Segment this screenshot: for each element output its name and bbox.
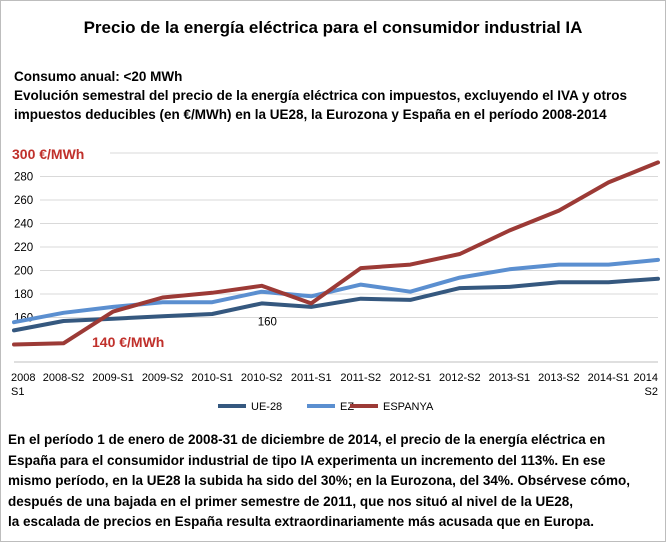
annotation-label: 160 <box>258 317 277 329</box>
footer-line-4: después de una bajada en el primer semes… <box>8 493 573 509</box>
series-line-espanya <box>12 160 660 347</box>
x-tick-label: 2014-S1 <box>588 372 630 384</box>
y-tick-label: 260 <box>14 195 33 207</box>
x-tick-label: S1 <box>11 386 24 398</box>
y-top-label: 300 €/MWh <box>12 146 84 162</box>
x-tick-label: 2012-S2 <box>439 372 481 384</box>
footer-line-3: mismo período, en la UE28 la subida ha s… <box>8 473 630 488</box>
x-tick-label: 2012-S1 <box>390 372 432 384</box>
series-line-ue-28 <box>12 276 660 333</box>
footer-line-1: En el período 1 de enero de 2008-31 de d… <box>8 432 606 447</box>
x-tick-label: 2010-S2 <box>241 372 283 384</box>
footer-text: En el período 1 de enero de 2008-31 de d… <box>8 430 658 533</box>
chart-subtitle: Consumo anual: <20 MWh Evolución semestr… <box>14 67 659 124</box>
x-tick-label: 2010-S1 <box>191 372 233 384</box>
footer-line-5: la escalada de precios en España resulta… <box>8 514 594 529</box>
x-tick-label: 2013-S2 <box>538 372 580 384</box>
subtitle-line-2: Evolución semestral del precio de la ene… <box>14 88 627 103</box>
y-tick-label: 280 <box>14 172 33 184</box>
chart-title: Precio de la energía eléctrica para el c… <box>83 18 583 37</box>
subtitle-line-3: impuestos deducibles (en €/MWh) en la UE… <box>14 107 607 122</box>
y-tick-label: 220 <box>14 242 33 254</box>
y-bottom-label: 140 €/MWh <box>92 334 164 350</box>
footer-line-2: España para el consumidor industrial de … <box>8 452 606 468</box>
x-tick-label: 2013-S1 <box>489 372 531 384</box>
subtitle-line-1: Consumo anual: <20 MWh <box>14 69 183 84</box>
legend-label-ue-28: UE-28 <box>251 401 282 413</box>
y-tick-label: 180 <box>14 289 33 301</box>
x-tick-label: 2008 <box>11 372 35 384</box>
x-tick-label: S2 <box>645 386 658 398</box>
x-tick-label: 2008-S2 <box>43 372 85 384</box>
y-tick-label: 200 <box>14 266 33 278</box>
legend-label-espanya: ESPANYA <box>383 401 434 413</box>
x-tick-label: 2014 <box>634 372 658 384</box>
x-tick-label: 2011-S1 <box>291 372 332 384</box>
y-tick-label: 240 <box>14 219 33 231</box>
x-tick-label: 2011-S2 <box>340 372 381 384</box>
x-tick-label: 2009-S1 <box>92 372 134 384</box>
series-line-ez <box>12 257 660 325</box>
x-tick-label: 2009-S2 <box>142 372 184 384</box>
